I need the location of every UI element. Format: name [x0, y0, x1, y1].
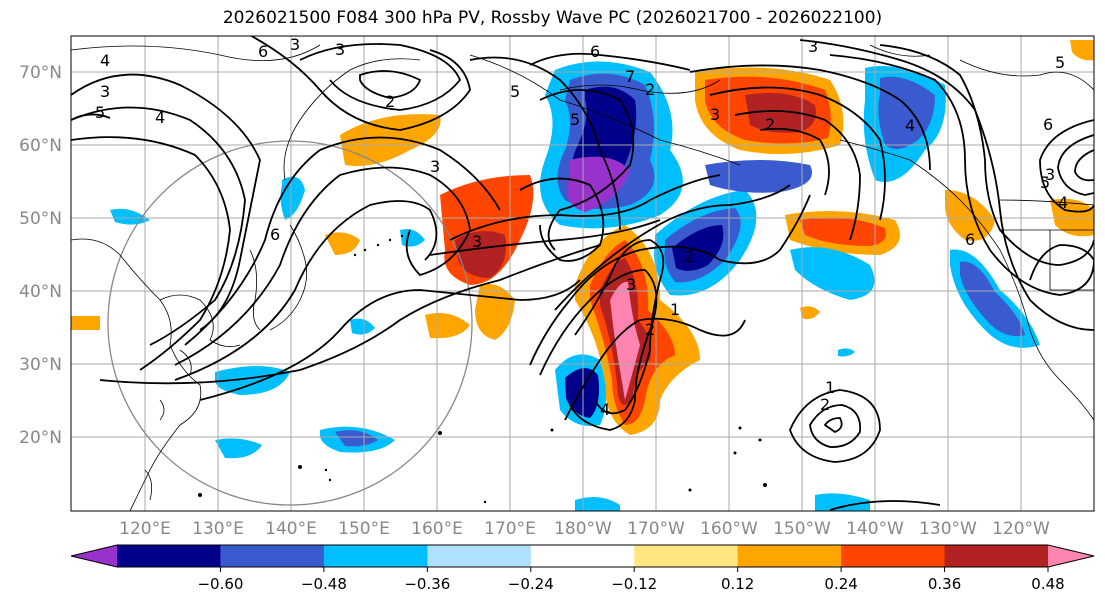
lat-label: 60°N [19, 136, 62, 156]
lon-label: 130°E [192, 519, 244, 539]
contour-label: 5 [95, 103, 105, 122]
contour-label: 2 [765, 115, 775, 134]
contour-label: 4 [600, 400, 610, 419]
lon-label: 160°E [411, 519, 463, 539]
contour-label: 6 [258, 42, 268, 61]
map-title: 2026021500 F084 300 hPa PV, Rossby Wave … [222, 8, 883, 28]
colorbar-tick-label: 0.12 [721, 575, 754, 593]
lon-label: 140°E [265, 519, 317, 539]
colorbar-tick-label: −0.48 [301, 575, 347, 593]
colorbar-tick-label: −0.36 [404, 575, 450, 593]
lon-label: 170°E [484, 519, 536, 539]
lat-label: 30°N [19, 355, 62, 375]
colorbar-tick-label: −0.12 [611, 575, 657, 593]
colorbar-segment [944, 545, 1049, 567]
colorbar-extend-low [71, 545, 117, 567]
colorbar-outline [70, 544, 1095, 568]
contour-label: 7 [625, 67, 635, 86]
contour-label: 3 [100, 82, 110, 101]
contour-label: 1 [670, 300, 680, 319]
lon-label: 180°W [554, 519, 612, 539]
contour-labels: 6 3 4 3 5 4 2 3 5 6 7 5 3 2 3 4 3 2 6 3 … [95, 35, 1068, 419]
contour-label: 6 [590, 42, 600, 61]
contour-label: 3 [808, 37, 818, 56]
colorbar-tick-label: 0.24 [824, 575, 857, 593]
contour-label: 3 [626, 275, 636, 294]
contour-label: 3 [1045, 165, 1055, 184]
lon-label: 150°E [338, 519, 390, 539]
contour-label: 4 [155, 108, 165, 127]
contour-label: 3 [430, 157, 440, 176]
colorbar-tick-label: −0.60 [197, 575, 243, 593]
colorbar-segment [427, 545, 532, 567]
latitude-labels: 70°N 60°N 50°N 40°N 30°N 20°N [19, 63, 62, 448]
contour-label: 2 [684, 247, 694, 266]
contour-label: 3 [290, 35, 300, 54]
lon-label: 140°W [846, 519, 904, 539]
colorbar: −0.60 −0.48 −0.36 −0.24 −0.12 0.12 0.24 0.36 0.4… [70, 544, 1095, 593]
lon-label: 130°W [919, 519, 977, 539]
lat-label: 50°N [19, 209, 62, 229]
contour-label: 6 [1043, 115, 1053, 134]
colorbar-segment [530, 545, 635, 567]
colorbar-segment [117, 545, 221, 567]
colorbar-tick-label: 0.36 [928, 575, 961, 593]
lat-label: 70°N [19, 63, 62, 83]
reference-circle [107, 140, 473, 506]
longitude-labels: 120°E 130°E 140°E 150°E 160°E 170°E 180°… [119, 519, 1050, 539]
graticule [71, 36, 1094, 511]
colorbar-segment [634, 545, 739, 567]
contour-label: 5 [510, 82, 520, 101]
contour-label: 2 [645, 80, 655, 99]
contour-label: 5 [1055, 53, 1065, 72]
contour-label: 4 [100, 51, 110, 70]
lat-label: 20°N [19, 428, 62, 448]
map-frame [70, 35, 1095, 512]
coastlines [71, 44, 1094, 511]
lon-label: 120°W [992, 519, 1050, 539]
colorbar-segment [220, 545, 325, 567]
contour-label: 4 [905, 116, 915, 135]
lon-label: 150°W [773, 519, 831, 539]
geopotential-contours [71, 36, 1094, 511]
lon-label: 170°W [627, 519, 685, 539]
contour-label: 4 [1058, 193, 1068, 212]
contour-label: 1 [825, 378, 835, 397]
contour-label: 2 [385, 92, 395, 111]
contour-label: 6 [965, 230, 975, 249]
colorbar-extend-high [1048, 545, 1094, 567]
colorbar-segment [323, 545, 428, 567]
colorbar-segment [841, 545, 946, 567]
lon-label: 160°W [700, 519, 758, 539]
contour-label: 3 [710, 105, 720, 124]
colorbar-tick-label: 0.48 [1031, 575, 1064, 593]
contour-label: 5 [570, 110, 580, 129]
colorbar-tick-label: −0.24 [508, 575, 554, 593]
contour-label: 3 [472, 232, 482, 251]
island-chain [198, 234, 767, 504]
colorbar-segment [737, 545, 842, 567]
contour-label: 2 [645, 320, 655, 339]
contour-label: 6 [270, 225, 280, 244]
contour-label: 5 [1040, 173, 1050, 192]
contour-label: 2 [820, 395, 830, 414]
lat-label: 40°N [19, 282, 62, 302]
contour-label: 3 [335, 40, 345, 59]
lon-label: 120°E [119, 519, 171, 539]
